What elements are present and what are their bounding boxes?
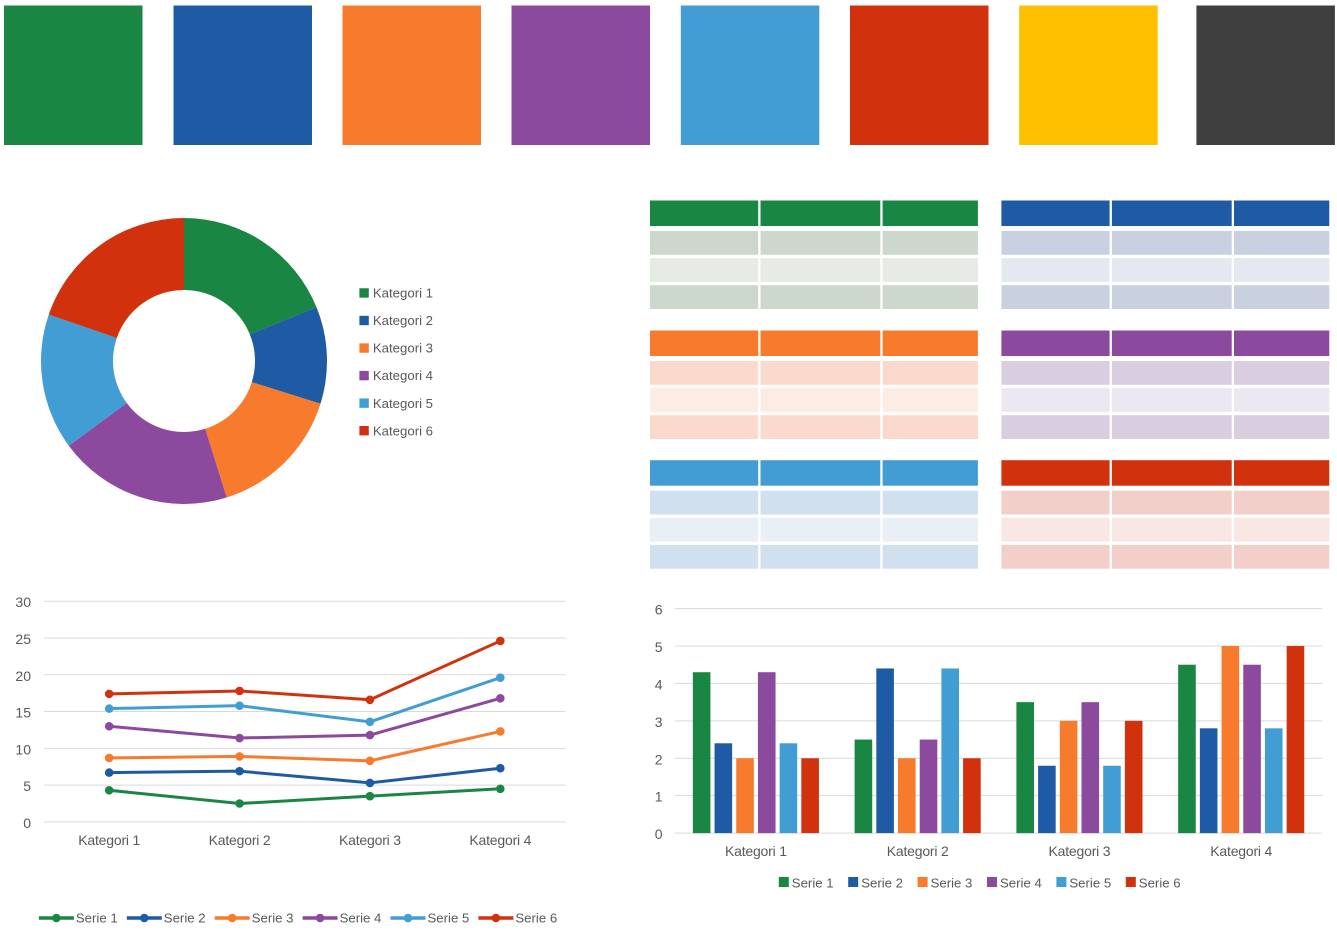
svg-text:Serie 3: Serie 3 [931, 876, 973, 891]
svg-text:6: 6 [655, 602, 663, 618]
svg-text:Kategori 5: Kategori 5 [373, 396, 433, 411]
svg-text:Kategori 2: Kategori 2 [373, 313, 433, 328]
svg-text:Serie 4: Serie 4 [340, 911, 382, 926]
svg-text:Kategori 4: Kategori 4 [1210, 843, 1272, 859]
svg-text:15: 15 [15, 705, 31, 721]
svg-text:Serie 3: Serie 3 [252, 911, 294, 926]
svg-text:Kategori 2: Kategori 2 [209, 832, 271, 848]
svg-text:Kategori 6: Kategori 6 [373, 423, 433, 438]
svg-text:3: 3 [655, 714, 663, 730]
svg-text:Serie 5: Serie 5 [1069, 876, 1111, 891]
svg-text:20: 20 [15, 668, 31, 684]
svg-text:Serie 6: Serie 6 [1139, 876, 1181, 891]
svg-text:Kategori 1: Kategori 1 [78, 832, 140, 848]
svg-text:Kategori 4: Kategori 4 [373, 368, 433, 383]
svg-text:0: 0 [655, 826, 663, 842]
svg-text:Serie 6: Serie 6 [515, 911, 557, 926]
svg-text:10: 10 [15, 741, 31, 757]
svg-text:1: 1 [655, 789, 663, 805]
svg-text:Serie 2: Serie 2 [861, 876, 903, 891]
svg-text:2: 2 [655, 751, 663, 767]
svg-text:Serie 1: Serie 1 [792, 876, 834, 891]
svg-text:Serie 4: Serie 4 [1000, 876, 1042, 891]
svg-text:Kategori 4: Kategori 4 [469, 832, 531, 848]
svg-text:Kategori 3: Kategori 3 [339, 832, 401, 848]
svg-text:30: 30 [15, 594, 31, 610]
svg-text:Kategori 1: Kategori 1 [725, 843, 787, 859]
svg-text:Serie 5: Serie 5 [428, 911, 470, 926]
svg-text:Serie 1: Serie 1 [76, 911, 118, 926]
svg-text:Kategori 3: Kategori 3 [1049, 843, 1111, 859]
svg-text:25: 25 [15, 631, 31, 647]
svg-text:Kategori 1: Kategori 1 [373, 286, 433, 301]
svg-text:Kategori 3: Kategori 3 [373, 341, 433, 356]
svg-text:0: 0 [23, 815, 31, 831]
svg-text:Serie 2: Serie 2 [164, 911, 206, 926]
svg-text:4: 4 [655, 676, 663, 692]
svg-text:Kategori 2: Kategori 2 [887, 843, 949, 859]
svg-text:5: 5 [23, 778, 31, 794]
svg-text:5: 5 [655, 639, 663, 655]
